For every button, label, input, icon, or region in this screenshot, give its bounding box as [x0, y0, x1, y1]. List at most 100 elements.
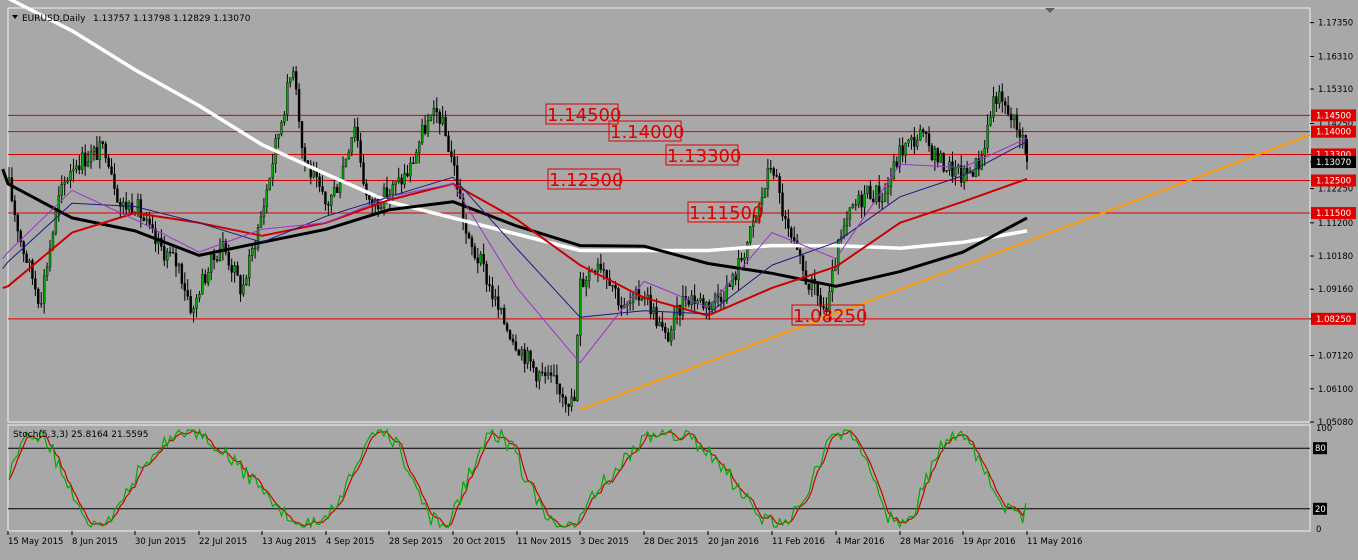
price-tick-label: 1.09160: [1318, 285, 1353, 295]
candle-body: [494, 296, 497, 300]
candle-body: [886, 186, 890, 194]
candle-body: [526, 350, 529, 364]
candle-body: [731, 274, 734, 287]
candle-body: [705, 301, 708, 309]
candle-body: [740, 258, 743, 261]
candle-body: [573, 396, 576, 401]
candle-body: [502, 307, 506, 325]
candle-body: [34, 278, 37, 290]
candle-body: [265, 189, 269, 207]
last-candle-body: [1026, 139, 1028, 162]
candle-body: [778, 176, 781, 193]
candle-body: [617, 288, 620, 306]
candle-body: [769, 168, 772, 170]
candle-body: [508, 330, 512, 340]
candle-body: [549, 372, 553, 376]
candle-body: [10, 177, 14, 201]
candle-body: [470, 237, 474, 248]
candle-body: [608, 278, 611, 286]
candle-body: [177, 263, 181, 267]
candle-body: [51, 232, 55, 250]
candle-body: [631, 293, 635, 303]
candle-body: [752, 220, 755, 227]
candle-body: [845, 218, 849, 227]
candle-body: [746, 242, 749, 258]
candle-body: [482, 253, 485, 265]
candle-body: [253, 247, 257, 250]
candle-body: [901, 145, 904, 156]
candle-body: [72, 168, 75, 172]
candle-body: [543, 372, 547, 376]
candle-body: [907, 139, 910, 144]
candle-body: [467, 233, 471, 239]
axis-level-tag-text: 1.13300: [1316, 150, 1351, 160]
symbol-label[interactable]: EURUSD,Daily: [22, 14, 86, 24]
time-tick-label: 28 Mar 2016: [900, 537, 954, 547]
candle-body: [872, 198, 875, 203]
candle-body: [54, 211, 58, 234]
candle-body: [218, 249, 222, 261]
price-tick-label: 1.11200: [1318, 219, 1353, 229]
candle-body: [19, 230, 22, 242]
candle-body: [78, 165, 81, 170]
candle-body: [854, 204, 857, 206]
candle-body: [344, 158, 348, 167]
candle-body: [672, 313, 676, 330]
candle-body: [242, 284, 245, 295]
candle-body: [1004, 101, 1007, 106]
candle-body: [186, 290, 189, 297]
candle-body: [283, 114, 286, 123]
time-tick-label: 4 Sep 2015: [326, 537, 374, 547]
candle-body: [951, 161, 954, 177]
candle-body: [538, 371, 541, 382]
candle-body: [1015, 114, 1019, 131]
candle-body: [426, 120, 430, 134]
candle-body: [942, 152, 945, 172]
moving-average-line: [1, 168, 1028, 288]
candle-body: [432, 108, 436, 116]
candle-body: [898, 145, 901, 167]
candle-body: [939, 152, 942, 163]
chart-shift-marker[interactable]: [1045, 8, 1055, 13]
candle-body: [280, 122, 283, 135]
candle-body: [678, 305, 682, 316]
candle-body: [810, 278, 814, 290]
level-label-text: 1.14000: [610, 122, 684, 143]
candle-body: [312, 170, 315, 178]
candle-body: [921, 129, 925, 133]
candle-body: [954, 167, 957, 177]
candle-body: [447, 135, 450, 152]
moving-average-line: [2, 140, 1028, 318]
current-price-tag: [1311, 155, 1356, 168]
candle-body: [869, 185, 872, 200]
candle-body: [359, 140, 362, 163]
candle-body: [924, 132, 928, 135]
stochastic-axis: 100 80 20 0: [1313, 424, 1332, 535]
candle-body: [948, 161, 951, 171]
candle-body: [760, 197, 764, 205]
candle-body: [192, 308, 195, 313]
candle-body: [628, 302, 632, 304]
candle-body: [576, 335, 579, 401]
candle-body: [300, 121, 304, 148]
candle-body: [986, 124, 989, 149]
price-tick-label: 1.06100: [1318, 385, 1353, 395]
candle-body: [775, 175, 778, 177]
candle-body: [81, 152, 84, 170]
candle-body: [596, 263, 600, 272]
price-panel[interactable]: [7, 7, 1311, 423]
indicator-panel[interactable]: [7, 424, 1311, 532]
candle-body: [787, 218, 790, 229]
candle-body: [851, 204, 855, 208]
candle-body: [520, 349, 523, 356]
time-axis: 15 May 2015 8 Jun 2015 30 Jun 2015 22 Jul 2…: [7, 531, 1082, 547]
candle-body: [798, 249, 802, 257]
candle-body: [391, 184, 395, 195]
level-label-box: [687, 201, 761, 223]
symbol-dropdown-icon[interactable]: [12, 15, 18, 19]
candle-body: [511, 338, 515, 343]
candle-body: [667, 332, 670, 342]
